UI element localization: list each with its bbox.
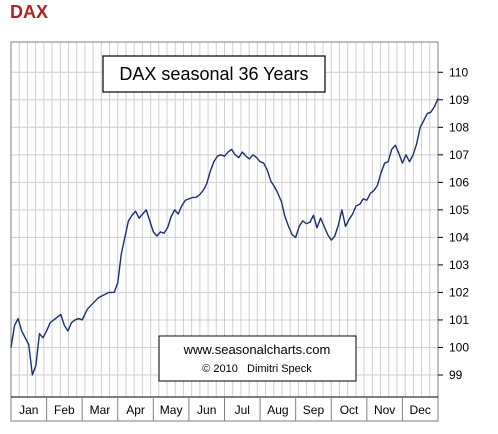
month-label: May (160, 403, 183, 417)
y-tick-label: 108 (449, 120, 469, 134)
y-tick-label: 107 (449, 148, 469, 162)
y-axis-ticks: 99 100 101 102 103 104 105 106 107 108 109 110 (438, 65, 469, 382)
month-label: Nov (374, 403, 395, 417)
y-tick-label: 105 (449, 203, 469, 217)
y-tick-label: 106 (449, 175, 469, 189)
month-label: Sep (303, 403, 325, 417)
chart-title: DAX seasonal 36 Years (119, 64, 308, 84)
month-label: Oct (340, 403, 359, 417)
y-tick-label: 99 (449, 368, 463, 382)
y-tick-label: 103 (449, 258, 469, 272)
month-label: Jan (19, 403, 38, 417)
month-label: Dec (410, 403, 431, 417)
credit-box: www.seasonalcharts.com © 2010 Dimitri Sp… (158, 335, 357, 382)
y-tick-label: 101 (449, 313, 469, 327)
y-tick-label: 100 (449, 340, 469, 354)
y-tick-label: 102 (449, 285, 469, 299)
y-tick-label: 104 (449, 230, 469, 244)
month-label: Feb (54, 403, 75, 417)
y-tick-label: 110 (449, 65, 468, 79)
month-label: Jun (197, 403, 216, 417)
month-label: Mar (90, 403, 111, 417)
dax-seasonal-line (10, 98, 439, 376)
page-title: DAX (10, 2, 49, 22)
y-tick-label: 109 (449, 93, 469, 107)
month-axis: Jan Feb Mar Apr May Jun Jul Aug Sep Oct Nov Dec (11, 396, 438, 421)
chart-title-box: DAX seasonal 36 Years (102, 55, 326, 93)
month-label: Apr (126, 403, 145, 417)
credit-copyright: © 2010 Dimitri Speck (202, 363, 312, 375)
credit-website: www.seasonalcharts.com (183, 342, 331, 357)
month-label: Aug (267, 403, 288, 417)
month-label: Jul (235, 403, 250, 417)
